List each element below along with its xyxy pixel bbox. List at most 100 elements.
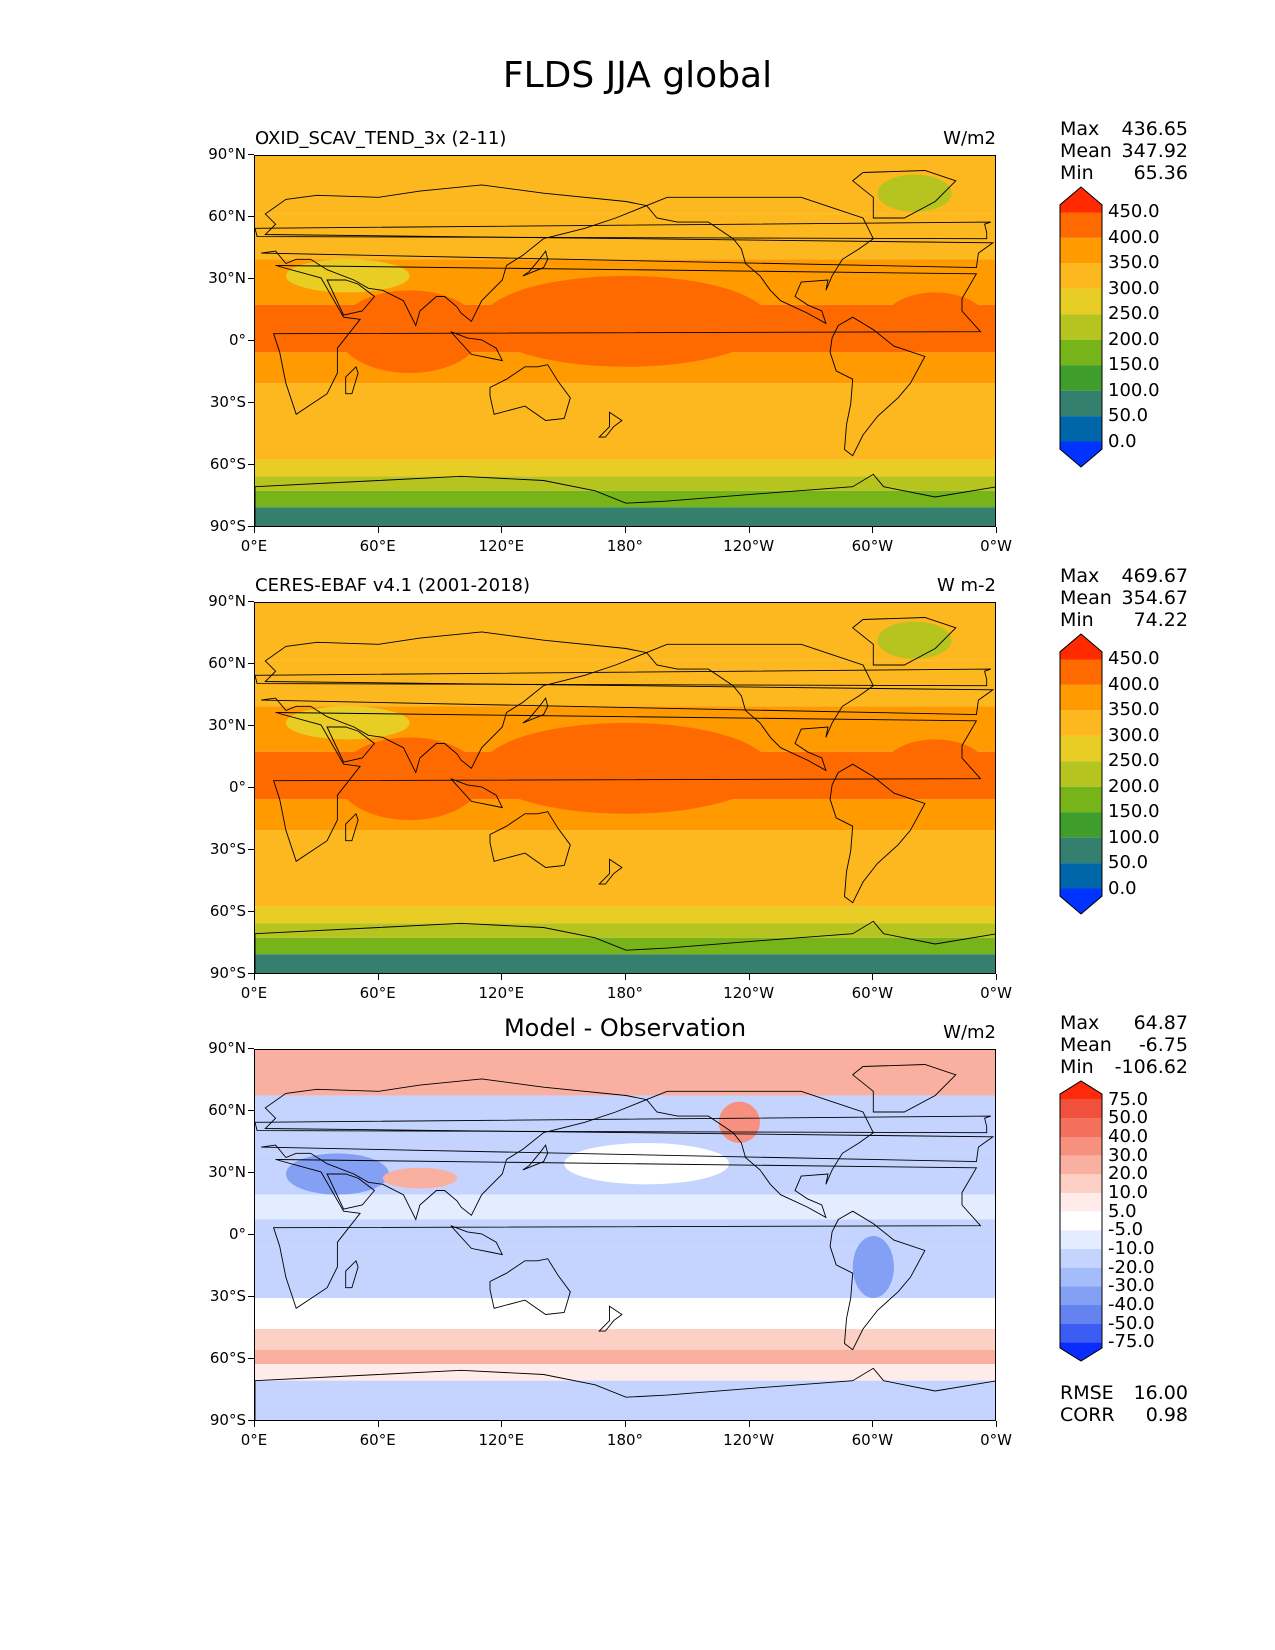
lat-tick-label: 60°S	[186, 902, 254, 920]
lat-tick-label: 60°N	[186, 654, 254, 672]
coastline-africa	[272, 712, 982, 863]
colorbar-label: 200.0	[1108, 328, 1160, 350]
colorbar-segment	[1060, 735, 1102, 762]
colorbar-label: -20.0	[1108, 1256, 1155, 1278]
coastline-arabia	[326, 726, 376, 763]
lon-tick-label: 60°W	[851, 1431, 894, 1449]
lat-tick-label: 30°S	[186, 840, 254, 858]
lon-tick-label: 60°E	[359, 1431, 396, 1449]
stat-value: 64.87	[1133, 1012, 1188, 1034]
colorbar-segment	[1060, 416, 1102, 442]
lat-tick-label: 90°S	[186, 1411, 254, 1429]
colorbar-segment	[1060, 1342, 1102, 1361]
coastline-namerica	[645, 1090, 874, 1219]
lon-tick-label: 180°	[606, 537, 644, 555]
lon-tick-label: 60°W	[851, 984, 894, 1002]
colorbar-segment	[1060, 786, 1102, 813]
coastline-uk	[255, 1115, 991, 1134]
coastline-indonesia	[450, 1225, 504, 1256]
colorbar-segment	[1060, 1118, 1102, 1137]
coastline-madagascar	[345, 1259, 359, 1289]
colorbar-segment	[1060, 1174, 1102, 1193]
colorbar-label: -30.0	[1108, 1275, 1155, 1297]
colorbar-segment	[1060, 863, 1102, 889]
stat-row: Min 65.36	[1060, 162, 1188, 184]
colorbar-segment	[1060, 1211, 1102, 1231]
colorbar-segment	[1060, 1081, 1102, 1100]
colorbar-label: 100.0	[1108, 379, 1160, 401]
colorbar-label: 250.0	[1108, 750, 1160, 772]
stat-value: 74.22	[1133, 609, 1188, 631]
coastline-africa	[272, 1159, 982, 1310]
lon-tick-mark	[377, 527, 379, 533]
panel-units: W/m2	[943, 128, 996, 149]
stat-value: -6.75	[1138, 1034, 1188, 1056]
colorbar-outline	[1059, 186, 1103, 468]
lat-tick-label: 60°S	[186, 1349, 254, 1367]
stat-value: 16.00	[1133, 1382, 1188, 1404]
lon-tick-mark	[748, 1421, 750, 1427]
coastline-eurasia	[261, 631, 995, 774]
colorbar-segment	[1060, 888, 1102, 914]
lat-tick-label: 90°S	[186, 517, 254, 535]
map-panel-3: Model - Observation W/m2 90°N 60°N 30°N 0° 30°…	[0, 1012, 1275, 1472]
coastline-antarctica	[255, 920, 995, 973]
stat-row: Mean -6.75	[1060, 1034, 1188, 1056]
lat-tick-label: 30°N	[186, 716, 254, 734]
lon-tick-mark	[254, 527, 255, 533]
coastline-uk	[255, 221, 991, 240]
colorbar-label: 400.0	[1108, 673, 1160, 695]
stat-name: Max	[1060, 118, 1100, 140]
stats-block: Max 469.67 Mean 354.67 Min 74.22	[1060, 565, 1188, 631]
stat-name: Mean	[1060, 1034, 1112, 1056]
colorbar-label: 100.0	[1108, 826, 1160, 848]
lon-tick-mark	[254, 974, 255, 980]
colorbar-segment	[1060, 1099, 1102, 1119]
colorbar-segment	[1060, 634, 1102, 660]
lon-tick-label: 0°W	[980, 1431, 1012, 1449]
lat-tick-label: 90°N	[186, 592, 254, 610]
lat-tick-label: 60°S	[186, 455, 254, 473]
stat-name: CORR	[1060, 1404, 1115, 1426]
colorbar-segment	[1060, 314, 1102, 340]
stat-row: Min -106.62	[1060, 1056, 1188, 1078]
error-stat-row: CORR 0.98	[1060, 1404, 1188, 1426]
lon-tick-mark	[625, 1421, 626, 1427]
map-panel-2: CERES-EBAF v4.1 (2001-2018) W m-2 90°N 60°N…	[0, 565, 1275, 1025]
lat-tick-label: 30°N	[186, 269, 254, 287]
colorbar-label: 350.0	[1108, 252, 1160, 274]
colorbar-label: 250.0	[1108, 303, 1160, 325]
lon-tick-label: 120°E	[478, 537, 525, 555]
lon-tick-mark	[748, 974, 750, 980]
colorbar-label: 150.0	[1108, 801, 1160, 823]
colorbar-segment	[1060, 1323, 1102, 1343]
lon-tick-label: 120°E	[478, 1431, 525, 1449]
colorbar-segment	[1060, 812, 1102, 838]
coastline-arabia	[326, 1173, 376, 1210]
coastline-madagascar	[345, 365, 359, 395]
coastline-africa	[272, 265, 982, 416]
lat-tick-label: 90°N	[186, 145, 254, 163]
lon-tick-label: 60°W	[851, 537, 894, 555]
colorbar-segment	[1060, 1267, 1102, 1287]
panel-left-label: OXID_SCAV_TEND_3x (2-11)	[255, 128, 507, 149]
colorbar-label: 50.0	[1108, 405, 1149, 427]
colorbar-label: 10.0	[1108, 1182, 1149, 1203]
stat-name: Max	[1060, 565, 1100, 587]
stats-block: Max 64.87 Mean -6.75 Min -106.62	[1060, 1012, 1188, 1078]
lon-tick-label: 120°W	[723, 984, 775, 1002]
colorbar-segment	[1060, 212, 1102, 238]
stat-value: 436.65	[1121, 118, 1188, 140]
lat-tick-label: 30°S	[186, 1287, 254, 1305]
colorbar-label: -75.0	[1108, 1331, 1155, 1353]
colorbar	[1059, 633, 1103, 915]
colorbar	[1059, 186, 1103, 468]
stat-name: Mean	[1060, 587, 1112, 609]
colorbar-label: 200.0	[1108, 775, 1160, 797]
coastline-japan	[522, 697, 549, 724]
colorbar-segment	[1060, 1305, 1102, 1324]
lon-tick-label: 120°E	[478, 984, 525, 1002]
colorbar-label: 50.0	[1108, 852, 1149, 874]
lat-tick-label: 90°S	[186, 964, 254, 982]
colorbar-segment	[1060, 365, 1102, 391]
